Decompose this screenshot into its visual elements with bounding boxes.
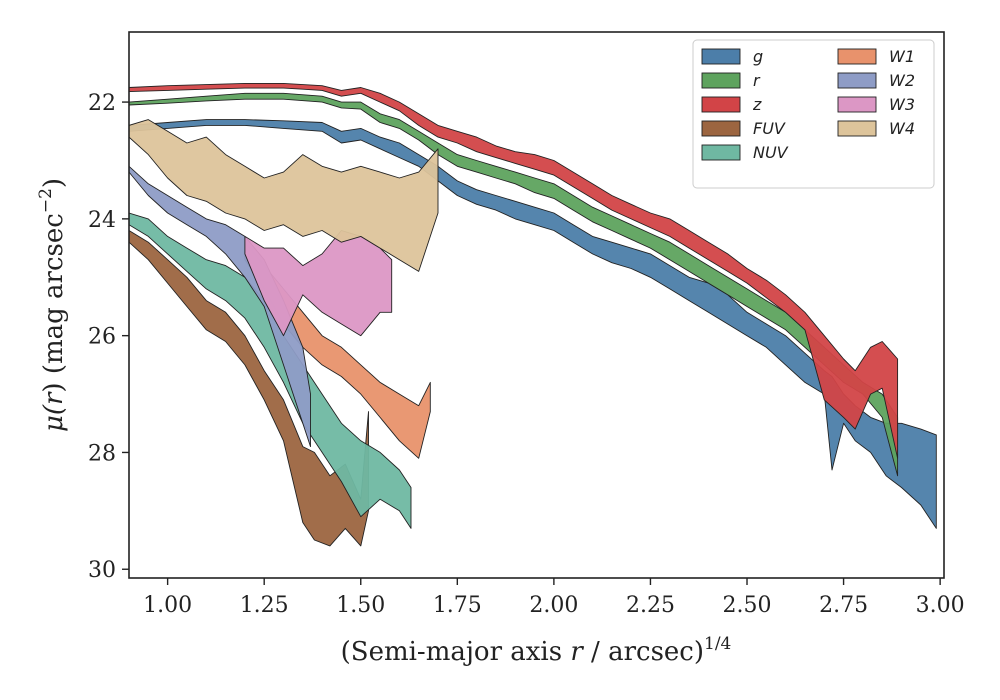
band-fuv bbox=[129, 230, 369, 547]
x-tick-label: 2.75 bbox=[819, 593, 868, 618]
x-tick-label: 2.25 bbox=[626, 593, 675, 618]
legend-label: z bbox=[752, 95, 762, 114]
legend-swatch bbox=[837, 48, 877, 65]
legend-item-w2: W2 bbox=[837, 71, 915, 90]
legend-label: NUV bbox=[753, 143, 789, 162]
legend-label: g bbox=[753, 47, 763, 66]
legend-label: FUV bbox=[753, 119, 786, 138]
legend-swatch bbox=[837, 120, 877, 137]
legend-swatch bbox=[701, 120, 741, 137]
y-tick-label: 30 bbox=[88, 558, 116, 583]
x-tick-label: 1.00 bbox=[143, 593, 192, 618]
x-tick-label: 2.50 bbox=[723, 593, 772, 618]
band-g bbox=[129, 119, 937, 529]
y-tick-label: 28 bbox=[88, 441, 116, 466]
legend-swatch bbox=[701, 48, 741, 65]
band-z bbox=[129, 82, 899, 459]
x-tick-label: 2.00 bbox=[529, 593, 578, 618]
legend-item-z: z bbox=[701, 95, 762, 114]
y-tick-label: 22 bbox=[88, 91, 116, 116]
legend-label: W4 bbox=[889, 119, 915, 138]
legend-swatch bbox=[701, 144, 741, 161]
x-tick-label: 3.00 bbox=[916, 593, 965, 618]
x-axis-ticks: 1.00 1.25 1.50 1.75 2.00 2.25 2.50 2.75 3.00 bbox=[143, 578, 965, 618]
band-w3 bbox=[244, 230, 393, 337]
x-tick-label: 1.25 bbox=[240, 593, 289, 618]
y-axis-ticks: 22 24 26 28 30 bbox=[88, 91, 129, 583]
legend-item-w3: W3 bbox=[837, 95, 915, 114]
y-tick-label: 26 bbox=[88, 325, 116, 350]
legend-item-r: r bbox=[701, 71, 761, 90]
x-axis-label: (Semi-major axis r / arcsec)1/4 bbox=[341, 634, 732, 667]
legend-swatch bbox=[701, 72, 741, 89]
legend-item-g: g bbox=[701, 47, 763, 66]
legend-swatch bbox=[837, 96, 877, 113]
band-w4 bbox=[129, 119, 439, 272]
legend-swatch bbox=[701, 96, 741, 113]
legend-item-fuv: FUV bbox=[701, 119, 786, 138]
x-tick-label: 1.75 bbox=[433, 593, 482, 618]
legend-item-nuv: NUV bbox=[701, 143, 789, 162]
plot-frame bbox=[128, 31, 945, 579]
legend-item-w1: W1 bbox=[837, 47, 915, 66]
legend-label: W3 bbox=[889, 95, 915, 114]
plot-areas bbox=[129, 82, 937, 547]
band-nuv bbox=[129, 212, 412, 529]
legend: grz FUV NUV W1 W2 W3 W4 bbox=[692, 39, 935, 189]
legend-label: r bbox=[753, 71, 761, 90]
y-tick-label: 24 bbox=[88, 208, 116, 233]
x-tick-label: 1.50 bbox=[336, 593, 385, 618]
legend-swatch bbox=[837, 72, 877, 89]
legend-item-w4: W4 bbox=[837, 119, 915, 138]
legend-label: W2 bbox=[889, 71, 915, 90]
y-axis-label: μ(r) (mag arcsec−2) bbox=[36, 178, 69, 432]
legend-label: W1 bbox=[889, 47, 915, 66]
